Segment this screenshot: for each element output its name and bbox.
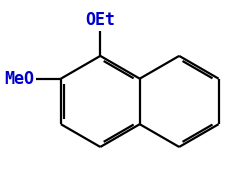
Text: MeO: MeO [4, 70, 34, 88]
Text: OEt: OEt [85, 11, 115, 29]
